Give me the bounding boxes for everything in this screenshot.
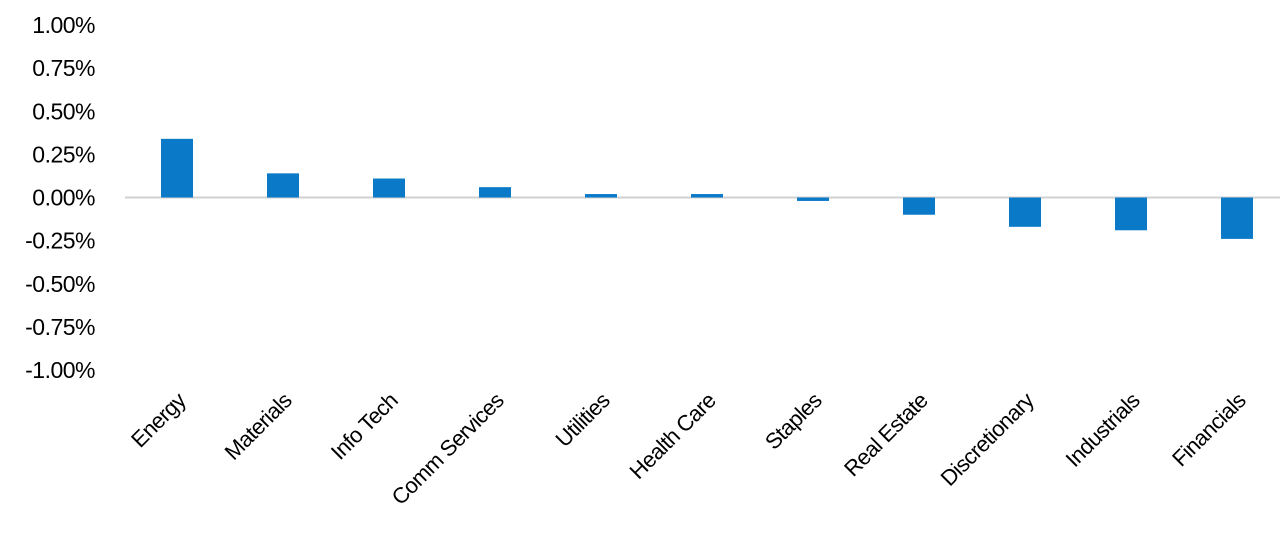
bar-financials bbox=[1221, 197, 1253, 239]
bar-health-care bbox=[691, 194, 723, 198]
bar-real-estate bbox=[903, 197, 935, 215]
x-category-label: Real Estate bbox=[839, 388, 933, 482]
x-category-label: Info Tech bbox=[326, 388, 403, 465]
bar-energy bbox=[161, 138, 193, 198]
y-tick-label: 0.00% bbox=[32, 185, 95, 211]
bar-discretionary bbox=[1009, 197, 1041, 227]
bar-info-tech bbox=[373, 178, 405, 198]
x-category-label: Industrials bbox=[1061, 387, 1145, 471]
y-tick-label: -1.00% bbox=[25, 357, 95, 383]
x-category-label: Utilities bbox=[551, 387, 615, 451]
bar-industrials bbox=[1115, 197, 1147, 231]
y-tick-label: -0.25% bbox=[25, 228, 95, 254]
x-category-label: Energy bbox=[126, 387, 191, 452]
bar-utilities bbox=[585, 194, 617, 198]
x-category-label: Discretionary bbox=[936, 387, 1039, 490]
x-category-label: Materials bbox=[220, 387, 297, 464]
x-category-label: Health Care bbox=[625, 388, 721, 484]
y-tick-label: 0.25% bbox=[32, 141, 95, 167]
x-category-label: Financials bbox=[1167, 387, 1251, 471]
bars bbox=[161, 138, 1253, 239]
y-axis-tick-labels: 1.00% 0.75% 0.50% 0.25% 0.00% -0.25% -0.50% -0.… bbox=[25, 12, 95, 383]
x-category-label: Comm Services bbox=[387, 387, 509, 509]
y-tick-label: 0.75% bbox=[32, 55, 95, 81]
bar-comm-services bbox=[479, 187, 511, 198]
y-tick-label: 1.00% bbox=[32, 12, 95, 38]
y-tick-label: -0.50% bbox=[25, 271, 95, 297]
y-tick-label: -0.75% bbox=[25, 314, 95, 340]
bar-materials bbox=[267, 173, 299, 198]
x-category-label: Staples bbox=[760, 387, 827, 454]
y-tick-label: 0.50% bbox=[32, 98, 95, 124]
bar-staples bbox=[797, 197, 829, 201]
